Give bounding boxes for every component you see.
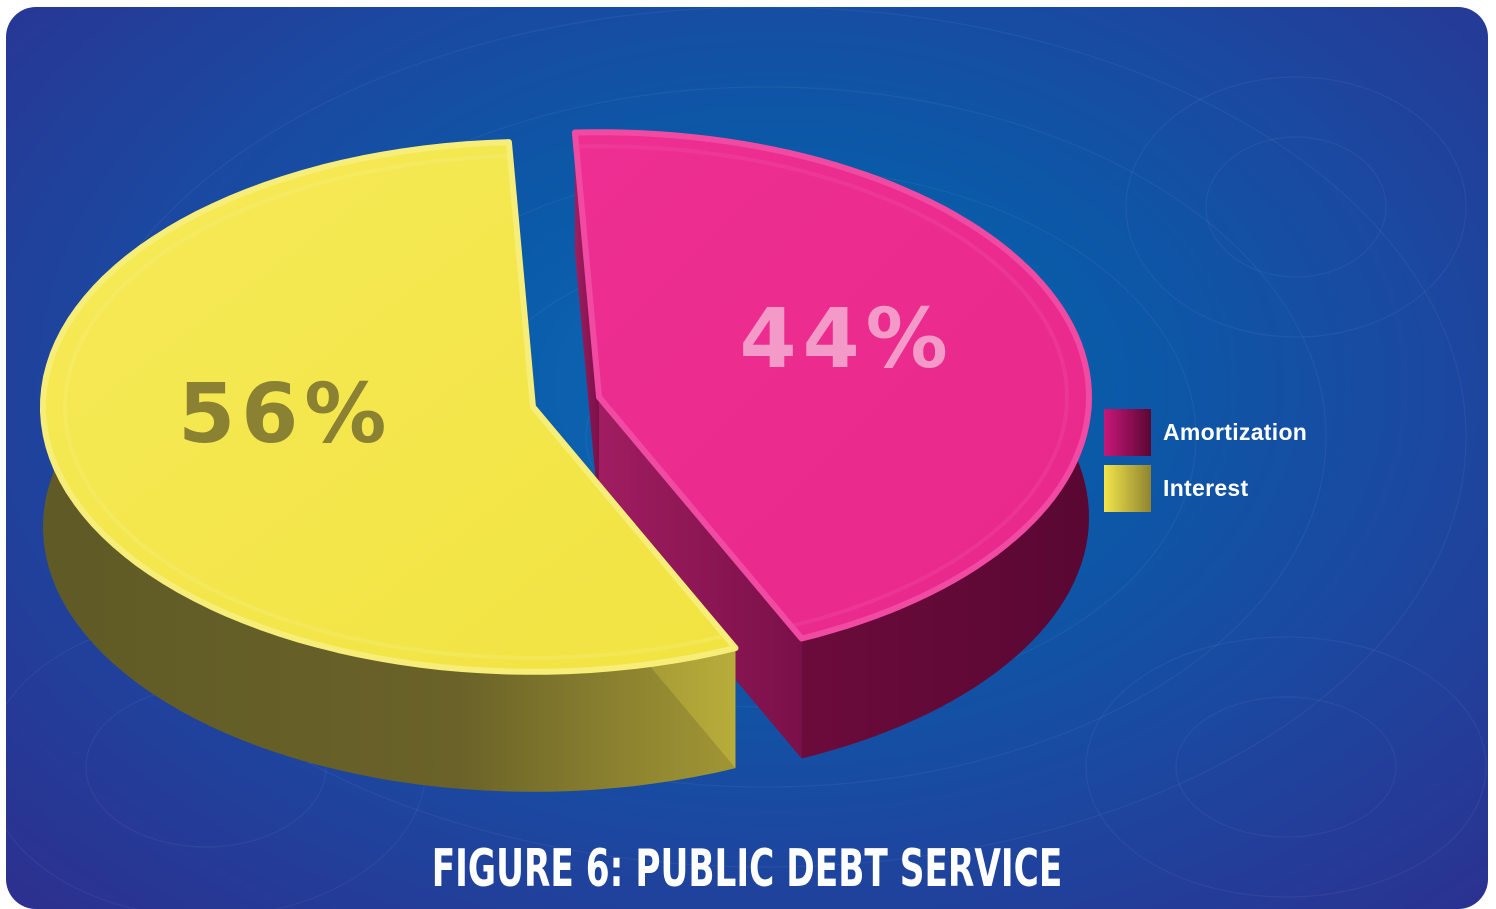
slice-percent-label: 44% (740, 292, 954, 387)
legend-label: Amortization (1163, 419, 1308, 445)
slice-percent-label: 56% (178, 367, 392, 462)
slice-cut-face (599, 397, 802, 759)
slice-top (571, 129, 1092, 642)
slice-bevel (575, 144, 1070, 628)
figure-caption: FIGURE 6: PUBLIC DEBT SERVICE (431, 839, 1063, 899)
legend-item-interest: Interest (1104, 465, 1307, 512)
legend-label: Interest (1163, 475, 1249, 501)
magenta-swatch-icon (1104, 409, 1151, 456)
slice-amortization: 44% (571, 129, 1092, 759)
slice-bevel (62, 154, 727, 660)
chart-panel: 44% 56% Amortization (6, 7, 1488, 909)
yellow-swatch-icon (1104, 465, 1151, 512)
slice-top (40, 139, 739, 675)
legend-item-amortization: Amortization (1104, 409, 1307, 456)
pie-chart: 44% 56% (40, 129, 1092, 792)
legend: Amortization Interest (1104, 409, 1307, 521)
slice-interest: 56% (40, 139, 739, 792)
